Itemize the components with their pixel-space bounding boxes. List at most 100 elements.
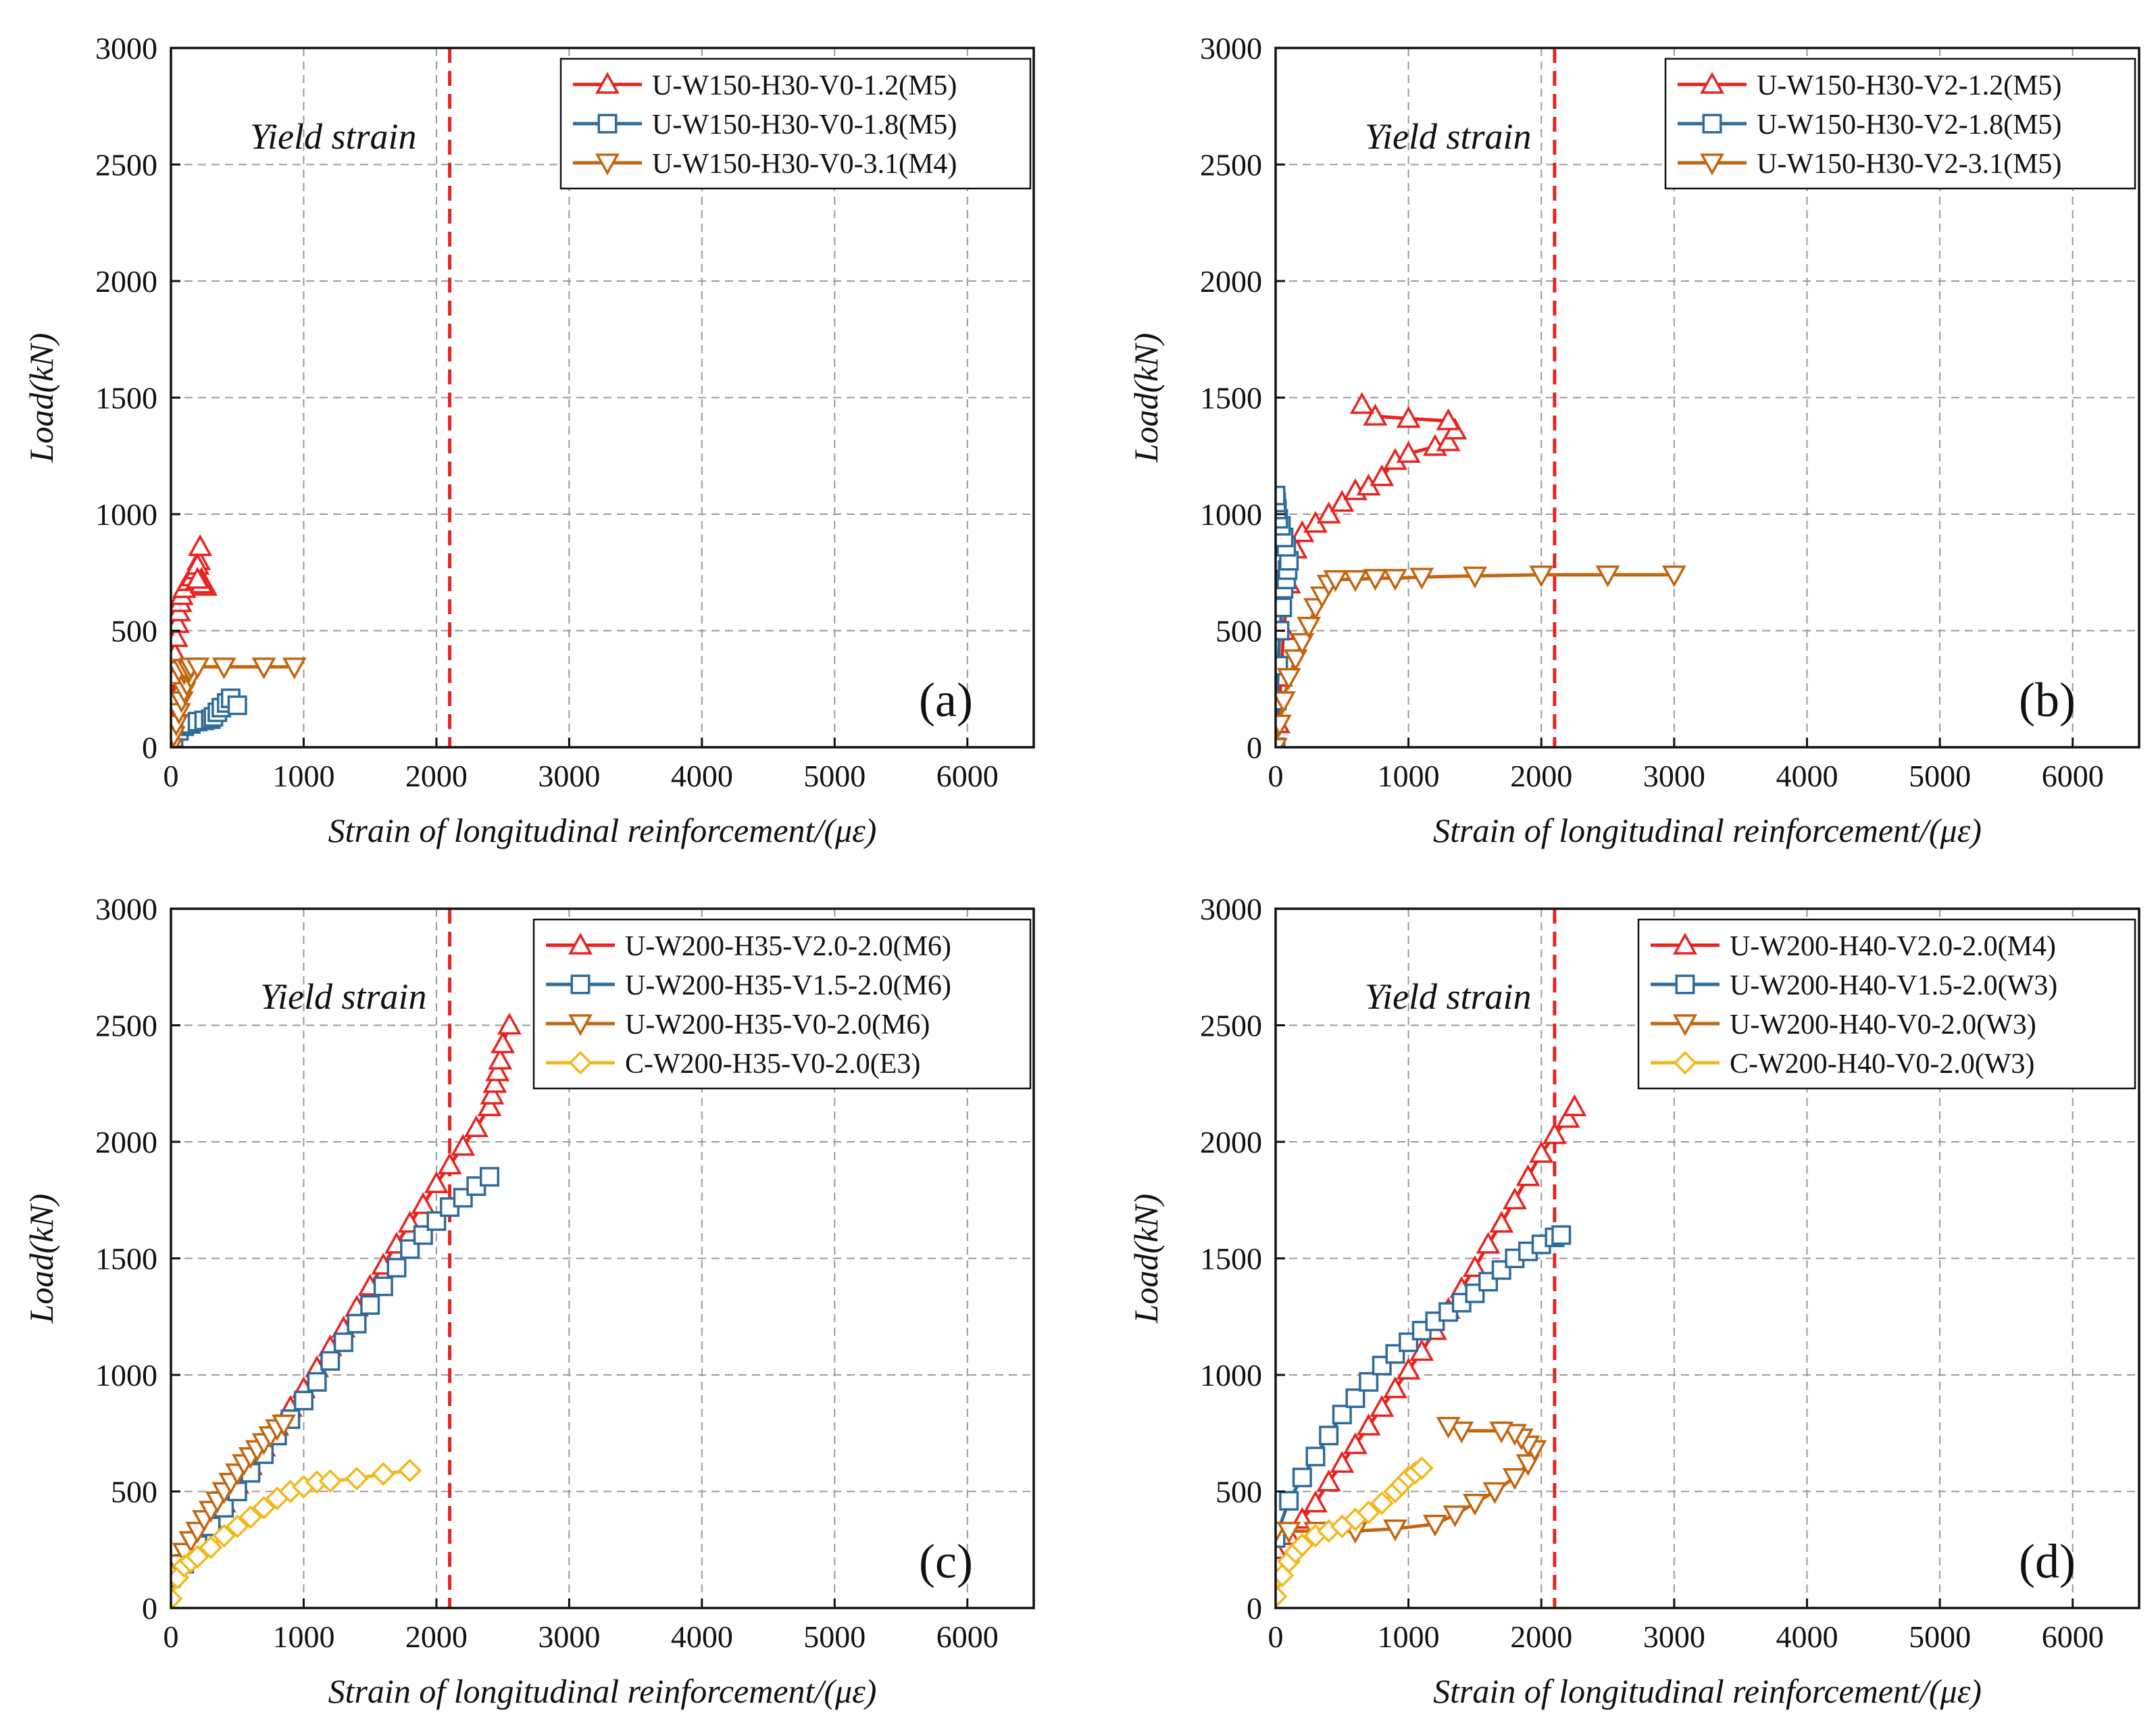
data-point-series-4	[1290, 1533, 1314, 1557]
data-point-series-2	[1276, 485, 1286, 505]
data-point-series-3	[211, 657, 236, 680]
data-point-series-1	[463, 1115, 488, 1138]
data-point-series-3	[1482, 1482, 1507, 1505]
data-point-series-1	[1316, 501, 1341, 524]
chart-panel-4: 0 1000 2000 3000 4000 5000 6000 0 500 1000 1500 200…	[1127, 892, 2140, 1710]
data-point-series-1	[491, 1031, 516, 1053]
data-point-series-2	[307, 1372, 327, 1392]
data-point-series-1	[1316, 1470, 1341, 1492]
data-point-series-2	[333, 1332, 353, 1353]
data-point-series-4	[252, 1496, 276, 1520]
panel-label: (a)	[919, 673, 973, 727]
x-tick-label: 4000	[1776, 1619, 1838, 1654]
x-tick-label: 4000	[671, 1619, 733, 1654]
y-tick-label: 1500	[1200, 1242, 1262, 1276]
chart-panel-3: 0 1000 2000 3000 4000 5000 6000 0 500 1000 1500 200…	[22, 892, 1035, 1710]
y-axis-title: Load(kN)	[22, 333, 60, 463]
x-tick-label: 6000	[936, 759, 999, 793]
data-point-series-3	[1462, 1494, 1487, 1516]
data-point-series-3	[1595, 565, 1620, 588]
legend-entry: U-W150-H30-V0-3.1(M4)	[652, 149, 957, 180]
legend-marker	[1700, 153, 1724, 176]
data-point-series-3	[1323, 570, 1348, 593]
data-point-series-3	[185, 657, 210, 680]
legend: U-W200-H35-V2.0-2.0(M6) U-W200-H35-V1.5-2…	[532, 918, 1032, 1090]
y-tick-label: 0	[142, 730, 157, 765]
data-point-series-4	[225, 1514, 249, 1538]
data-point-series-1	[411, 1192, 436, 1214]
data-point-series-2	[1305, 1447, 1326, 1467]
data-point-series-1	[1370, 464, 1395, 486]
x-tick-label: 0	[1268, 759, 1284, 793]
legend-entry: C-W200-H40-V0-2.0(W3)	[1730, 1049, 2034, 1080]
data-point-series-1	[1436, 429, 1461, 451]
x-tick-label: 6000	[2042, 1619, 2104, 1654]
data-point-series-1	[1356, 1413, 1381, 1436]
x-axis-title: Strain of longitudinal reinforcement/(με…	[328, 1672, 877, 1710]
panel-label: (b)	[2019, 673, 2076, 727]
series-line-2	[1276, 1233, 1562, 1539]
data-point-series-3	[1449, 1422, 1474, 1444]
data-point-series-4	[171, 1586, 183, 1608]
y-tick-label: 0	[1247, 730, 1262, 765]
data-point-series-3	[1297, 616, 1322, 639]
data-point-series-3	[1529, 565, 1554, 588]
data-point-series-2	[1319, 1426, 1339, 1446]
chart-panel-2: 0 1000 2000 3000 4000 5000 6000 0 500 1000 1500 200…	[1127, 31, 2140, 849]
legend-entry: U-W150-H30-V2-1.8(M5)	[1757, 109, 2061, 141]
data-point-series-3	[1276, 691, 1296, 713]
data-point-series-3	[1502, 1468, 1527, 1490]
data-point-series-1	[1436, 408, 1461, 430]
legend-entry: U-W200-H35-V2.0-2.0(M6)	[625, 931, 951, 962]
y-tick-label: 2500	[95, 148, 157, 182]
yield-strain-annotation: Yield strain	[1365, 116, 1532, 157]
data-point-series-1	[451, 1134, 476, 1156]
data-point-series-1	[480, 1082, 505, 1105]
data-point-series-2	[347, 1313, 367, 1334]
x-tick-label: 0	[164, 759, 179, 793]
data-point-series-3	[272, 1414, 296, 1437]
legend-entry: U-W150-H30-V0-1.2(M5)	[652, 70, 957, 101]
y-tick-label: 3000	[1200, 892, 1262, 926]
data-point-series-3	[1489, 1422, 1514, 1444]
x-tick-label: 5000	[1909, 759, 1971, 793]
y-tick-label: 1000	[95, 497, 157, 532]
data-point-series-1	[1542, 1122, 1567, 1145]
data-point-series-1	[485, 1059, 510, 1082]
data-point-series-1	[1330, 1451, 1355, 1473]
legend-marker	[1675, 974, 1695, 995]
y-tick-label: 500	[1215, 1475, 1262, 1509]
legend-marker	[568, 1014, 593, 1036]
data-point-series-3	[1409, 568, 1434, 590]
legend-entry: U-W150-H30-V2-1.2(M5)	[1757, 70, 2061, 101]
x-tick-label: 3000	[538, 1619, 600, 1654]
data-point-series-2	[480, 1167, 500, 1187]
y-tick-label: 3000	[95, 892, 157, 926]
y-axis-title: Load(kN)	[22, 1194, 60, 1324]
data-point-series-3	[282, 657, 307, 680]
data-point-series-1	[188, 534, 213, 557]
data-point-series-1	[497, 1012, 522, 1035]
x-tick-label: 0	[1268, 1619, 1284, 1654]
x-tick-label: 5000	[1909, 1619, 1971, 1654]
x-tick-label: 0	[164, 1619, 179, 1654]
data-point-series-1	[1396, 441, 1421, 463]
legend-marker	[595, 72, 620, 94]
data-point-series-2	[1332, 1405, 1352, 1425]
data-point-series-4	[1370, 1491, 1394, 1515]
data-point-series-1	[477, 1094, 502, 1116]
data-point-series-4	[185, 1544, 209, 1569]
y-tick-label: 500	[111, 614, 157, 649]
data-point-series-2	[386, 1257, 407, 1278]
legend-box	[532, 918, 1032, 1090]
data-point-series-3	[1343, 570, 1368, 593]
y-tick-label: 2000	[95, 264, 157, 299]
panel-label: (c)	[919, 1534, 973, 1588]
data-point-series-3	[1661, 565, 1686, 588]
data-point-series-2	[320, 1351, 341, 1371]
data-point-series-1	[1303, 1490, 1328, 1513]
data-point-series-1	[1396, 1357, 1421, 1380]
data-point-series-4	[239, 1505, 263, 1529]
legend-entry: C-W200-H35-V0-2.0(E3)	[625, 1049, 920, 1080]
